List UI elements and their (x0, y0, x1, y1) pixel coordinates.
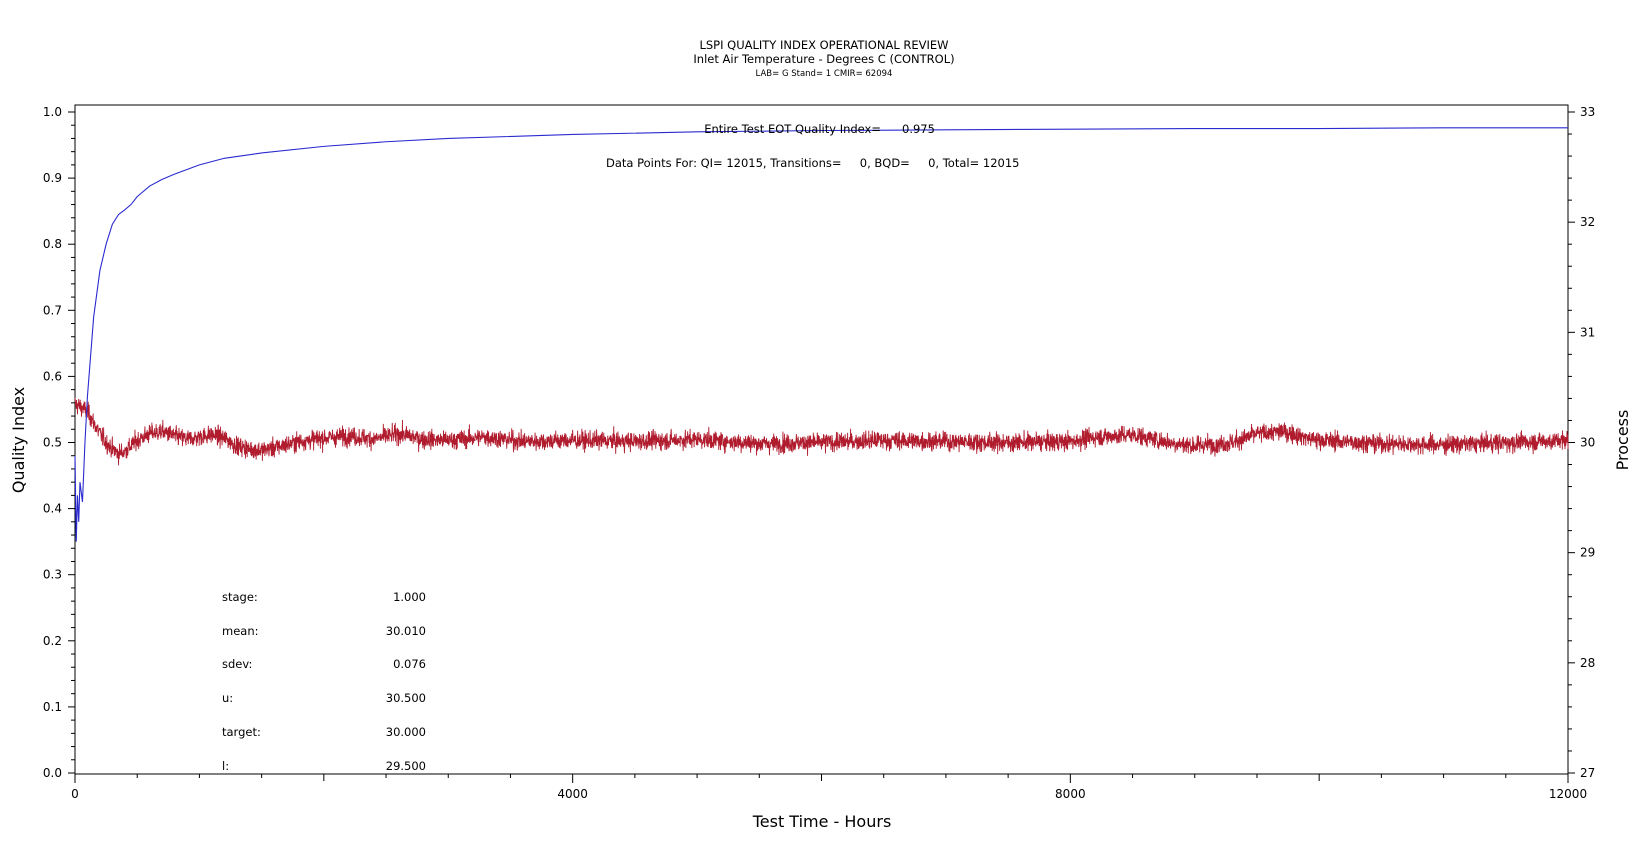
y-left-tick-label: 0.1 (43, 700, 62, 714)
process-series-line (74, 397, 1569, 466)
y-right-tick-label: 33 (1580, 105, 1595, 119)
y-right-tick-label: 30 (1580, 436, 1595, 450)
stat-label-u: u: (222, 691, 233, 705)
y-axis-right-title: Process (1613, 410, 1632, 471)
stat-value-u: 30.500 (386, 691, 426, 705)
stat-value-stage: 1.000 (393, 590, 426, 604)
chart-title: LSPI QUALITY INDEX OPERATIONAL REVIEW (699, 38, 948, 52)
stat-value-target: 30.000 (386, 725, 426, 739)
y-axis-left: 0.0 0.1 0.2 0.3 0.4 0.5 0.6 0.7 0.8 0.9 1.0 (43, 105, 75, 780)
eot-value: 0.975 (902, 122, 935, 136)
stat-label-target: target: (222, 725, 261, 739)
y-right-tick-label: 29 (1580, 546, 1595, 560)
chart-subtitle-lab: LAB= G Stand= 1 CMIR= 62094 (756, 69, 893, 79)
data-points-annotation: Data Points For: QI= 12015, Transitions=… (606, 156, 1019, 170)
x-tick-label: 4000 (557, 787, 588, 801)
x-axis-title: Test Time - Hours (752, 812, 892, 831)
stat-value-sdev: 0.076 (393, 657, 426, 671)
y-left-tick-label: 0.2 (43, 634, 62, 648)
y-right-tick-label: 27 (1580, 766, 1595, 780)
quality-index-series-line (74, 127, 1568, 542)
y-left-tick-label: 0.3 (43, 568, 62, 582)
y-left-tick-label: 0.4 (43, 502, 62, 516)
x-tick-label: 8000 (1055, 787, 1086, 801)
x-axis: 0 4000 8000 12000 (71, 774, 1587, 801)
chart-subtitle: Inlet Air Temperature - Degrees C (CONTR… (693, 52, 954, 66)
y-left-tick-label: 0.5 (43, 436, 62, 450)
y-left-tick-label: 0.0 (43, 766, 62, 780)
y-left-tick-label: 0.6 (43, 369, 62, 383)
stat-label-stage: stage: (222, 590, 258, 604)
stat-label-mean: mean: (222, 624, 259, 638)
y-right-tick-label: 28 (1580, 656, 1595, 670)
y-left-tick-label: 1.0 (43, 105, 62, 119)
y-axis-left-title: Quality Index (9, 387, 28, 493)
series-layer (74, 127, 1569, 542)
stat-label-sdev: sdev: (222, 657, 252, 671)
y-axis-right: 27 28 29 30 31 32 33 (1568, 105, 1595, 780)
stats-block: stage: 1.000 mean: 30.010 sdev: 0.076 u:… (222, 590, 426, 773)
y-left-tick-label: 0.9 (43, 171, 62, 185)
y-right-tick-label: 31 (1580, 325, 1595, 339)
x-tick-label: 12000 (1549, 787, 1587, 801)
eot-annotation: Entire Test EOT Quality Index= 0.975 (704, 122, 935, 136)
stat-label-l: l: (222, 759, 229, 773)
y-left-tick-label: 0.7 (43, 303, 62, 317)
eot-label: Entire Test EOT Quality Index= (704, 122, 881, 136)
x-tick-label: 0 (71, 787, 79, 801)
stat-value-mean: 30.010 (386, 624, 426, 638)
y-left-tick-label: 0.8 (43, 237, 62, 251)
y-right-tick-label: 32 (1580, 215, 1595, 229)
stat-value-l: 29.500 (386, 759, 426, 773)
